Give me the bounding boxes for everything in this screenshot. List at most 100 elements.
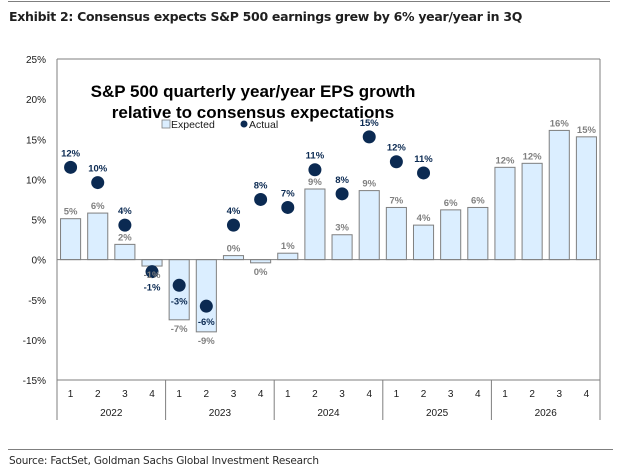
source-note: Source: FactSet, Goldman Sachs Global In… (9, 455, 319, 467)
chart-title-line-1: S&P 500 quarterly year/year EPS growth (91, 82, 416, 101)
actual-data-label: 11% (414, 154, 433, 165)
expected-bar (87, 212, 109, 261)
x-tick-label-quarter: 2 (204, 389, 210, 400)
expected-data-label: 0% (254, 267, 268, 278)
actual-marker (362, 130, 376, 144)
expected-bar (141, 259, 163, 267)
expected-data-label: 7% (390, 195, 404, 206)
x-tick-label-quarter: 3 (122, 389, 128, 400)
expected-data-label: 1% (281, 241, 295, 252)
legend-actual-marker (240, 120, 248, 128)
actual-marker (389, 155, 403, 169)
expected-data-label: -7% (171, 324, 188, 335)
actual-markers (64, 130, 431, 313)
actual-data-label: 4% (118, 206, 132, 217)
expected-bar (412, 224, 435, 261)
chart-title: S&P 500 quarterly year/year EPS growth r… (91, 82, 416, 122)
expected-data-label: 3% (335, 223, 349, 234)
y-tick-label: -15% (23, 376, 46, 387)
x-tick-label-quarter: 4 (366, 389, 372, 400)
data-labels: 5% 6% 2% -1% -7% -9% 0% 0% 1% 9% 3% 9% 7% 4% 6% 6% 12% 12… (61, 118, 596, 347)
expected-bar (331, 234, 353, 261)
expected-data-label: 9% (362, 179, 376, 190)
expected-bar (114, 243, 136, 261)
expected-data-label: 6% (91, 201, 105, 212)
y-tick-label: 10% (26, 175, 46, 186)
y-tick-label: 20% (26, 95, 46, 106)
actual-marker (145, 265, 159, 279)
expected-data-label: 15% (577, 125, 597, 136)
legend: Expected Actual (161, 119, 278, 131)
expected-bar (277, 252, 299, 261)
expected-bar (494, 166, 516, 261)
expected-bar (440, 209, 462, 261)
expected-data-label: 9% (308, 177, 322, 188)
actual-marker (335, 187, 349, 201)
actual-marker (226, 218, 240, 232)
x-group-label-year: 2023 (209, 408, 232, 419)
actual-data-label: 8% (254, 180, 268, 191)
expected-data-label: 0% (227, 244, 241, 255)
expected-data-label: 6% (471, 195, 485, 206)
y-tick-label: 25% (26, 55, 46, 66)
actual-marker (308, 163, 322, 177)
expected-data-label: -9% (198, 336, 215, 347)
exhibit-title: Exhibit 2: Consensus expects S&P 500 ear… (9, 9, 523, 24)
chart-title-line-2: relative to consensus expectations (112, 103, 395, 122)
x-tick-label-quarter: 2 (529, 389, 535, 400)
actual-data-label: 12% (61, 148, 81, 159)
x-tick-label-quarter: 2 (312, 389, 318, 400)
x-tick-label-quarter: 3 (231, 389, 237, 400)
expected-bar (385, 206, 407, 261)
expected-bar (304, 188, 326, 261)
x-tick-label-quarter: 1 (394, 389, 400, 400)
x-tick-label-quarter: 1 (285, 389, 291, 400)
x-group-label-year: 2024 (317, 408, 340, 419)
x-tick-label-quarter: 2 (95, 389, 101, 400)
x-tick-label-quarter: 1 (176, 389, 182, 400)
expected-bar (467, 206, 489, 261)
actual-data-label: 7% (281, 188, 295, 199)
y-tick-label: 5% (32, 216, 47, 227)
actual-marker (91, 176, 105, 190)
x-tick-label-quarter: 1 (502, 389, 508, 400)
x-tick-label-quarter: 3 (339, 389, 345, 400)
expected-bar (60, 218, 82, 261)
y-tick-label: -10% (23, 336, 46, 347)
actual-marker (417, 166, 431, 180)
actual-data-label: 4% (227, 206, 241, 217)
expected-bar (222, 255, 245, 261)
expected-bars (60, 129, 597, 333)
expected-bar (521, 162, 543, 261)
actual-marker (172, 278, 186, 292)
x-tick-label-quarter: 4 (584, 389, 590, 400)
expected-bar (548, 129, 570, 261)
x-tick-label-quarter: 1 (68, 389, 74, 400)
x-group-label-year: 2022 (100, 408, 123, 419)
x-tick-label-quarter: 3 (448, 389, 454, 400)
x-tick-label-quarter: 2 (421, 389, 427, 400)
bottom-rule (8, 449, 613, 450)
actual-data-label: 8% (335, 175, 349, 186)
legend-expected-label: Expected (171, 119, 215, 131)
x-tick-label-quarter: 4 (149, 389, 155, 400)
expected-data-label: 4% (417, 213, 431, 224)
y-axis: 25% 20% 15% 10% 5% 0% -5% -10% -15% (23, 55, 46, 387)
y-tick-label: 15% (26, 135, 46, 146)
plot-frame (56, 58, 601, 420)
legend-expected-swatch (161, 119, 171, 129)
expected-data-label: 16% (550, 118, 570, 129)
x-tick-label-quarter: 4 (258, 389, 264, 400)
actual-marker (281, 200, 295, 214)
x-axis: 1 2 3 4 1 2 3 4 1 2 3 4 1 2 3 4 1 2 3 4 2022 2023 2024 2025 2026 (56, 380, 590, 420)
actual-data-label: -6% (198, 317, 215, 328)
actual-data-label: 10% (88, 164, 108, 175)
expected-data-label: -1% (144, 270, 161, 281)
expected-data-label: 5% (64, 207, 78, 218)
actual-marker (64, 160, 78, 174)
legend-actual-label: Actual (249, 119, 278, 131)
actual-data-label: -1% (144, 283, 161, 294)
actual-marker (199, 299, 213, 313)
expected-data-label: 12% (523, 151, 543, 162)
